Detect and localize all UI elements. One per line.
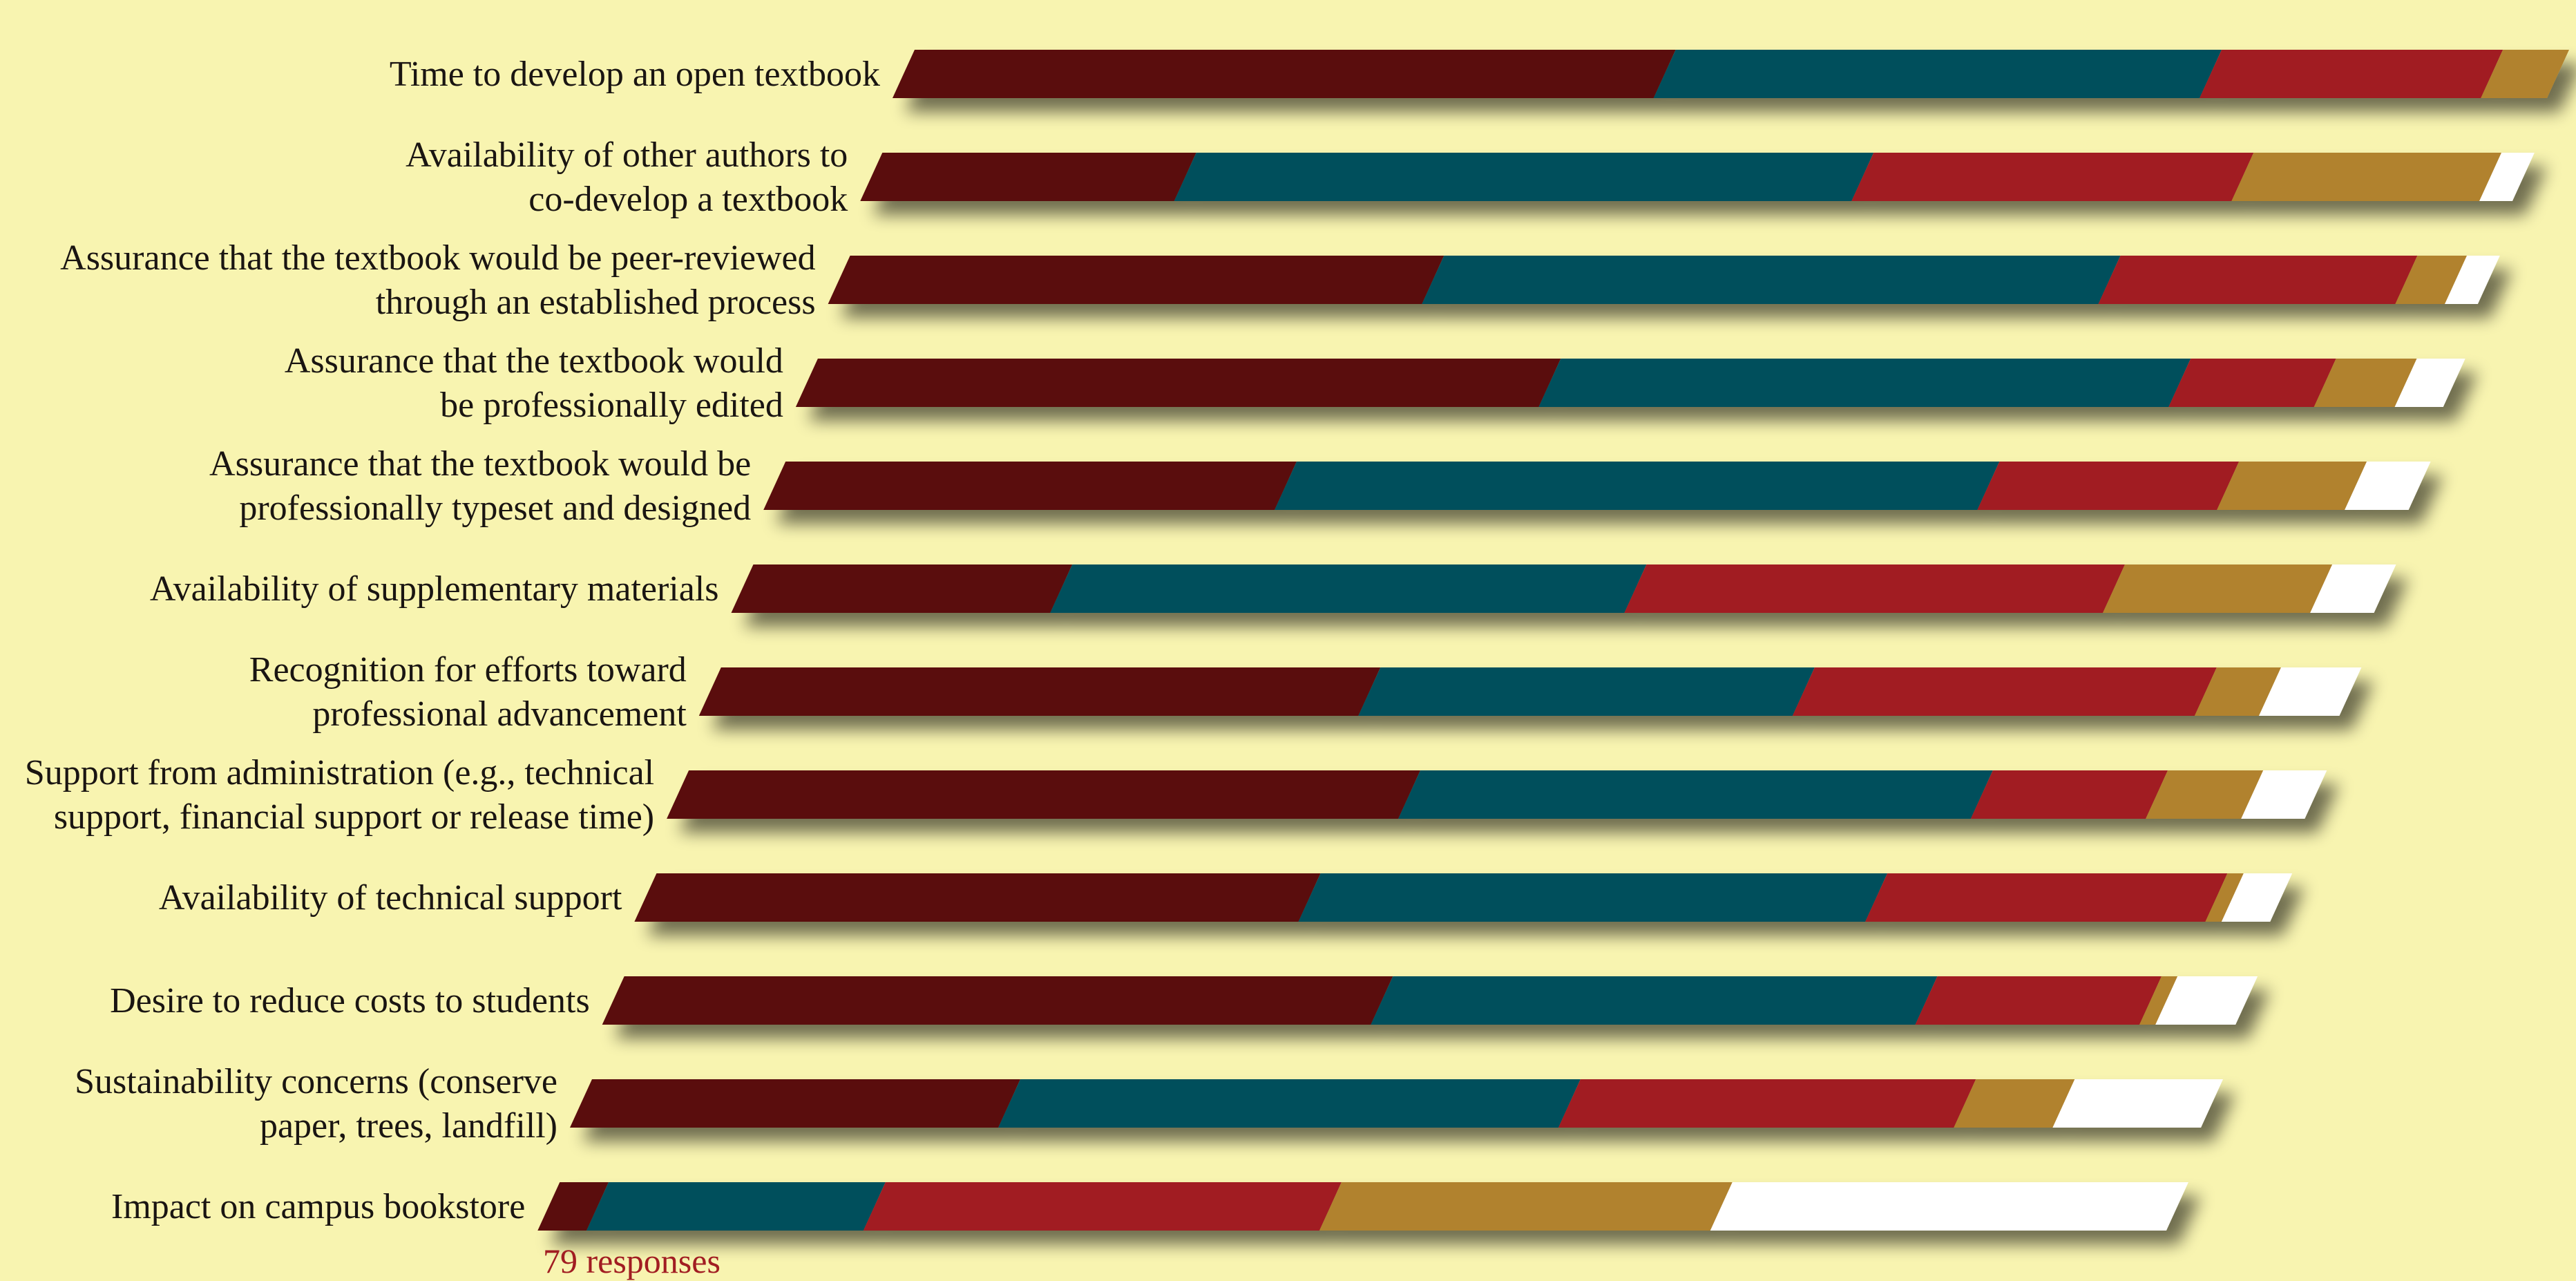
bar-segment (2481, 50, 2569, 98)
bar-segment (763, 462, 1297, 510)
bar-segment (586, 1182, 886, 1231)
bar-segment (1653, 50, 2222, 98)
bar-segment (2146, 770, 2264, 819)
bar-segment (570, 1079, 1021, 1128)
bar-row (763, 462, 2431, 510)
category-label: Availability of supplementary materials (150, 569, 719, 609)
category-label: Support from administration (e.g., techn… (25, 753, 654, 837)
category-label: Recognition for efforts toward profession… (249, 650, 687, 734)
bar-segment (1422, 256, 2121, 304)
bar-segment (2479, 153, 2535, 201)
bar-segment (2139, 976, 2178, 1025)
bar-segment (698, 667, 1381, 716)
response-count-footnote: 79 responses (543, 1242, 721, 1280)
category-label: Sustainability concerns (conserve paper, … (75, 1062, 557, 1146)
bar-row (795, 359, 2465, 407)
bar-segment (1371, 976, 1938, 1025)
bar-segment (1792, 667, 2217, 716)
bar-segment (1398, 770, 1993, 819)
bar-segment (1050, 564, 1647, 613)
bar-segment (634, 873, 1321, 922)
bar-row (537, 1182, 2188, 1231)
category-label: Availability of other authors to co-devel… (406, 135, 848, 219)
bar-row (860, 153, 2535, 201)
bar-segment (731, 564, 1073, 613)
bar-segment (2445, 256, 2500, 304)
bar-segment (537, 1182, 609, 1231)
bar-segment (860, 153, 1196, 201)
bar-row (667, 770, 2327, 819)
bar-segment (2205, 873, 2244, 922)
bar-segment (998, 1079, 1581, 1128)
bar-row (570, 1079, 2223, 1128)
bar-segment (1298, 873, 1888, 922)
bar-segment (1865, 873, 2228, 922)
bar-row (634, 873, 2293, 922)
bar-segment (2103, 564, 2333, 613)
bar-segment (2258, 667, 2362, 716)
bar-segment (2168, 359, 2336, 407)
bar-segment (1174, 153, 1874, 201)
bar-segment (893, 50, 1676, 98)
bar-segment (1358, 667, 1815, 716)
bar-segment (2345, 462, 2431, 510)
bar-segment (1970, 770, 2168, 819)
bar-segment (602, 976, 1393, 1025)
bar-segment (2313, 359, 2417, 407)
bar-segment (2052, 1079, 2223, 1128)
category-labels: Time to develop an open textbook Availabi… (25, 55, 880, 1226)
bar-row (731, 564, 2396, 613)
bar-row (893, 50, 2569, 98)
bar-segment (2241, 770, 2327, 819)
category-label: Desire to reduce costs to students (110, 981, 590, 1021)
bar-segment (1558, 1079, 1976, 1128)
bar-segment (1851, 153, 2254, 201)
bar-segment (2155, 976, 2258, 1025)
bar-segment (1977, 462, 2240, 510)
bar-segment (1275, 462, 2000, 510)
bar-segment (2310, 564, 2396, 613)
category-label: Time to develop an open textbook (390, 55, 880, 94)
bar-segment (2200, 50, 2503, 98)
category-label: Assurance that the textbook would be pee… (60, 238, 815, 322)
category-label: Assurance that the textbook would be prof… (285, 341, 783, 425)
bar-segment (795, 359, 1561, 407)
bar-segment (1319, 1182, 1733, 1231)
bar-segment (863, 1182, 1342, 1231)
category-label: Impact on campus bookstore (111, 1187, 525, 1226)
bar-segment (2231, 153, 2502, 201)
bar-segment (1954, 1079, 2075, 1128)
bar-segment (2394, 359, 2465, 407)
bar-segment (2395, 256, 2468, 304)
bar-segment (667, 770, 1421, 819)
bar-segment (2194, 667, 2281, 716)
bar-segment (1538, 359, 2191, 407)
bar-segment (2221, 873, 2293, 922)
bars-layer (537, 50, 2569, 1231)
bar-row (828, 256, 2500, 304)
category-label: Availability of technical support (159, 878, 622, 918)
bar-row (602, 976, 2258, 1025)
category-label: Assurance that the textbook would be prof… (209, 444, 751, 528)
bar-segment (1624, 564, 2126, 613)
bar-segment (828, 256, 1444, 304)
bar-segment (2098, 256, 2418, 304)
bar-segment (1710, 1182, 2188, 1231)
bar-row (698, 667, 2362, 716)
bar-segment (1915, 976, 2162, 1025)
bar-segment (2217, 462, 2367, 510)
